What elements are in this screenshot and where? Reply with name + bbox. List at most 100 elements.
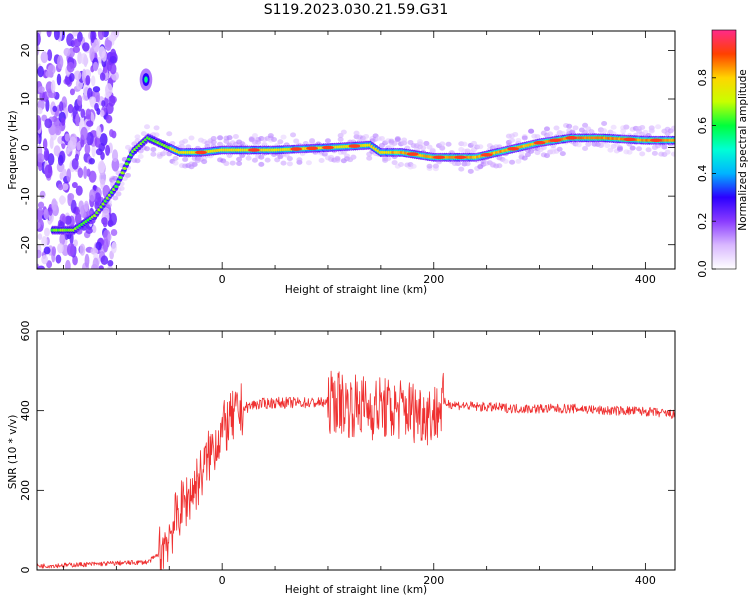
- spectrogram-cell: [45, 98, 50, 112]
- spectrogram-cell: [470, 140, 477, 146]
- spectrogram-cell: [626, 149, 633, 155]
- spectrogram-cell: [96, 125, 102, 139]
- spectrogram-cell: [340, 129, 347, 135]
- snr-x-tick-label: 0: [219, 574, 226, 587]
- spectrogram-cell: [99, 72, 106, 81]
- spectrogram-cell: [251, 157, 258, 163]
- spectrogram-cell: [99, 171, 107, 185]
- colorbar-tick-label: 0.2: [696, 212, 709, 230]
- spectrogram-cell: [137, 153, 144, 159]
- spectrogram-cell: [582, 146, 589, 152]
- spectrogram-cell: [245, 155, 252, 161]
- spectrogram-cell: [670, 125, 675, 131]
- spectrogram-cell: [66, 61, 75, 73]
- spectrogram-cell: [63, 47, 71, 57]
- spectrogram-cell: [44, 164, 53, 179]
- spectrogram-cell: [124, 172, 131, 178]
- spectrogram-cell: [226, 135, 233, 141]
- spectrogram-cell: [90, 31, 95, 44]
- spectrogram-cell: [509, 137, 516, 143]
- spectrogram-hotspot: [507, 146, 520, 151]
- spectrogram-cell: [661, 144, 668, 150]
- spectrogram-cell: [172, 155, 179, 161]
- spectrogram-cell: [72, 31, 78, 37]
- spectrogram-cell: [79, 243, 86, 256]
- spectrogram-cell: [601, 121, 608, 127]
- spectrogram-cell: [46, 260, 53, 269]
- spectrogram-cell: [94, 192, 102, 206]
- spectrogram-cell: [47, 153, 55, 166]
- spectrogram-xlabel: Height of straight line (km): [285, 284, 427, 296]
- spectrogram-cell: [38, 86, 45, 93]
- spectrogram-secondary-peak: [144, 76, 148, 83]
- spectrogram-cell: [521, 135, 528, 141]
- spectrogram-cell: [111, 241, 117, 254]
- spectrogram-cell: [629, 145, 636, 151]
- spectrogram-cell: [153, 132, 160, 138]
- spectrogram-cell: [109, 63, 117, 75]
- spectrogram-cell: [69, 72, 75, 82]
- spectrogram-cell: [46, 31, 52, 38]
- spectrogram-cell: [67, 193, 72, 207]
- spectrogram-cell: [258, 154, 265, 160]
- spectrogram-cell: [509, 159, 516, 165]
- spectrogram-cell: [607, 147, 614, 153]
- spectrogram-cell: [83, 165, 88, 180]
- spectrogram-cell: [75, 185, 83, 196]
- snr-ticks: 0 200 400 0 200 400 600: [19, 321, 675, 587]
- spectrogram-y-tick-label: -20: [19, 236, 32, 254]
- spectrogram-cell: [588, 129, 595, 135]
- spectrogram-cell: [90, 75, 96, 87]
- spectrogram-cell: [94, 135, 101, 148]
- spectrogram-heatmap: [37, 31, 675, 269]
- colorbar-scale: [711, 29, 737, 270]
- spectrogram-cell: [271, 136, 278, 142]
- spectrogram-cell: [547, 131, 554, 137]
- snr-ylabel: SNR (10 * v/v): [7, 415, 19, 490]
- spectrogram-cell: [515, 138, 522, 144]
- spectrogram-cell: [639, 125, 646, 131]
- spectrogram-cell: [118, 186, 125, 192]
- spectrogram-cell: [37, 98, 45, 111]
- spectrogram-cell: [107, 233, 112, 241]
- spectrogram-cell: [102, 210, 109, 216]
- spectrogram-cell: [37, 65, 44, 78]
- spectrogram-cell: [61, 183, 69, 191]
- spectrogram-cell: [50, 79, 56, 94]
- spectrogram-cell: [82, 42, 90, 52]
- colorbar: 0.0 0.2 0.4 0.6 0.8 Normalized spectral ampl…: [696, 29, 749, 278]
- spectrogram-cell: [521, 155, 528, 161]
- spectrogram-cell: [337, 136, 344, 142]
- spectrogram-cell: [210, 135, 217, 141]
- spectrogram-cell: [337, 133, 344, 139]
- spectrogram-cell: [305, 160, 312, 166]
- spectrogram-cell: [585, 141, 592, 147]
- spectrogram-cell: [363, 133, 370, 139]
- spectrogram-cell: [188, 135, 195, 141]
- spectrogram-cell: [623, 124, 630, 130]
- spectrogram-cell: [70, 199, 77, 214]
- spectrogram-cell: [101, 217, 108, 225]
- spectrogram-cell: [515, 158, 522, 164]
- spectrogram-cell: [66, 168, 72, 182]
- spectrogram-cell: [74, 153, 79, 161]
- spectrogram-cell: [37, 201, 45, 209]
- spectrogram-cell: [64, 215, 72, 225]
- spectrogram-cell: [96, 108, 101, 116]
- spectrogram-cell: [264, 157, 271, 163]
- spectrogram-cell: [95, 94, 100, 103]
- spectrogram-cell: [41, 254, 48, 265]
- spectrogram-cell: [391, 160, 398, 166]
- spectrogram-cell: [44, 227, 50, 237]
- spectrogram-cell: [67, 140, 74, 152]
- spectrogram-cell: [420, 145, 427, 151]
- spectrogram-cell: [601, 128, 608, 134]
- spectrogram-cell: [66, 243, 75, 257]
- spectrogram-hotspot: [480, 153, 493, 157]
- spectrogram-cell: [134, 158, 141, 164]
- spectrogram-cell: [57, 183, 64, 191]
- spectrogram-cell: [140, 131, 147, 137]
- spectrogram-cell: [71, 158, 79, 170]
- spectrogram-cell: [518, 150, 525, 156]
- spectrogram-cell: [182, 156, 189, 162]
